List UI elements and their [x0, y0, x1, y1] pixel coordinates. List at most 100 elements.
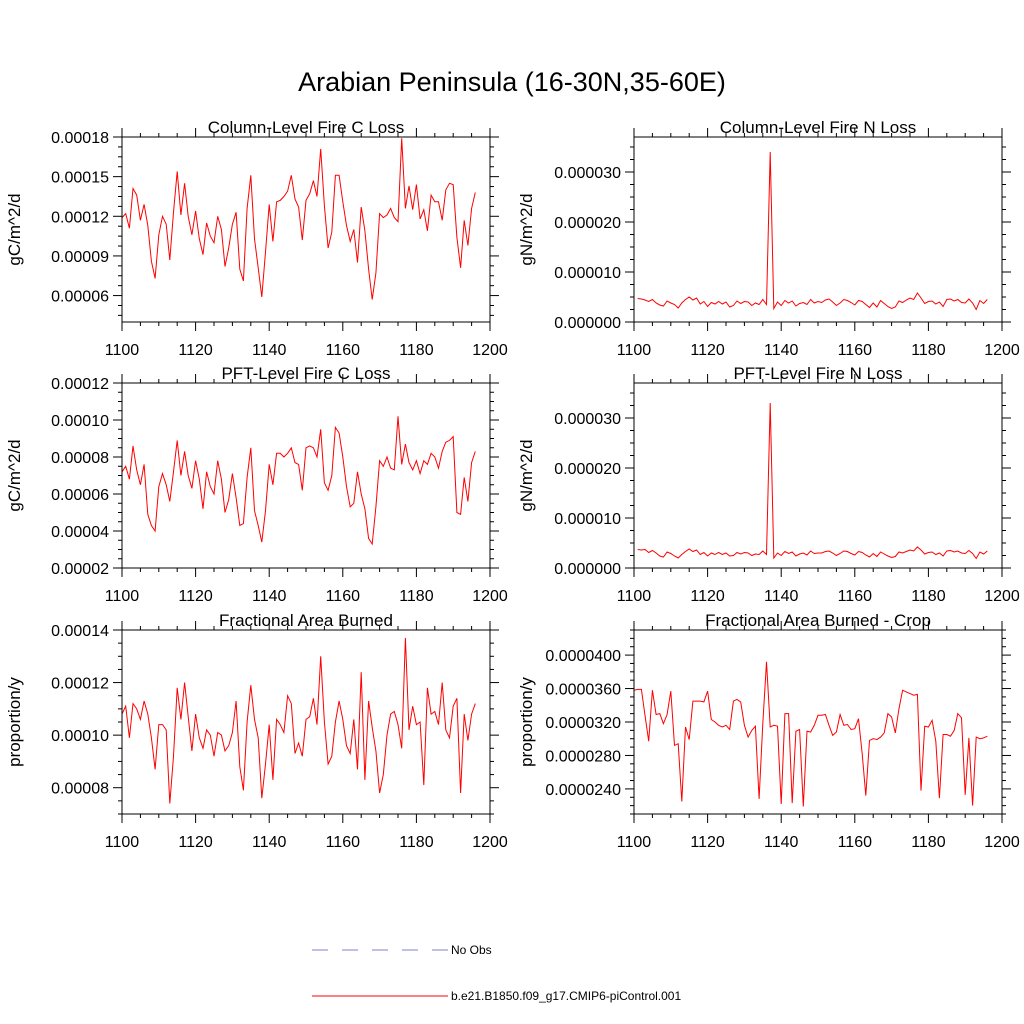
y-tick-label: 0.0000280 [545, 748, 621, 765]
panel-2: Column-Level Fire N Loss gN/m^2/d 1100 1120… [517, 118, 1020, 359]
y-tick-label: 0.00014 [51, 623, 109, 640]
y-tick-label: 0.0000400 [545, 648, 621, 665]
y-axis-label: gN/m^2/d [517, 193, 536, 265]
panel-4: PFT-Level Fire N Loss gN/m^2/d 1100 1120 114… [517, 364, 1020, 605]
panel-title: Column-Level Fire C Loss [208, 118, 405, 137]
x-tick-label: 1140 [252, 834, 287, 851]
x-tick-label: 1140 [252, 588, 287, 605]
x-tick-label: 1160 [838, 834, 873, 851]
y-tick-label: 0.000030 [554, 411, 621, 428]
y-axis-label: gC/m^2/d [5, 439, 24, 511]
panel-title: PFT-Level Fire N Loss [733, 364, 902, 383]
x-tick-label: 1200 [472, 342, 508, 359]
y-tick-label: 0.0000360 [545, 682, 621, 699]
y-axis-label: proportion/y [517, 677, 536, 767]
y-tick-label: 0.000010 [554, 511, 621, 528]
series-line [634, 661, 988, 807]
y-tick-label: 0.00012 [51, 676, 109, 693]
x-tick-label: 1180 [399, 342, 434, 359]
x-tick-label: 1120 [178, 834, 213, 851]
series-line [122, 138, 476, 300]
x-tick-label: 1100 [617, 834, 652, 851]
y-tick-label: 0.00012 [51, 376, 109, 393]
y-tick-label: 0.00015 [51, 170, 109, 187]
legend-label-model: b.e21.B1850.f09_g17.CMIP6-piControl.001 [451, 989, 681, 1003]
figure-title: Arabian Peninsula (16-30N,35-60E) [298, 67, 726, 97]
legend-label-no-obs: No Obs [451, 943, 492, 957]
panels: Column-Level Fire C Loss gC/m^2/d 1100 1120… [5, 118, 1020, 851]
x-tick-label: 1200 [984, 342, 1020, 359]
panel-5: Fractional Area Burned proportion/y 1100 11… [5, 611, 508, 851]
y-axis-label: proportion/y [5, 677, 24, 767]
y-tick-label: 0.00006 [51, 289, 109, 306]
y-tick-label: 0.000000 [554, 561, 621, 578]
x-tick-label: 1180 [911, 834, 946, 851]
x-tick-label: 1100 [105, 342, 140, 359]
x-tick-label: 1120 [178, 588, 213, 605]
y-tick-label: 0.00008 [51, 781, 109, 798]
x-tick-label: 1140 [764, 834, 799, 851]
y-tick-label: 0.000030 [554, 165, 621, 182]
legend: No Obs b.e21.B1850.f09_g17.CMIP6-piContr… [312, 943, 681, 1003]
x-tick-label: 1160 [326, 342, 361, 359]
y-tick-label: 0.000020 [554, 461, 621, 478]
y-tick-label: 0.000010 [554, 265, 621, 282]
x-tick-label: 1140 [764, 342, 799, 359]
x-tick-label: 1140 [764, 588, 799, 605]
plot-frame [121, 382, 491, 569]
x-tick-label: 1160 [838, 342, 873, 359]
panel-title: Fractional Area Burned - Crop [705, 611, 931, 630]
x-tick-label: 1120 [690, 588, 725, 605]
y-tick-label: 0.00004 [51, 524, 109, 541]
x-tick-label: 1200 [984, 834, 1020, 851]
panel-title: Column-Level Fire N Loss [720, 118, 917, 137]
x-tick-label: 1100 [105, 834, 140, 851]
x-tick-label: 1180 [399, 588, 434, 605]
y-tick-label: 0.00006 [51, 487, 109, 504]
y-tick-label: 0.00009 [51, 249, 109, 266]
plot-frame [121, 136, 491, 323]
x-tick-label: 1160 [326, 588, 361, 605]
x-tick-label: 1200 [984, 588, 1020, 605]
y-tick-label: 0.00008 [51, 450, 109, 467]
y-axis-label: gC/m^2/d [5, 193, 24, 265]
series-line [122, 637, 476, 804]
x-tick-label: 1180 [911, 588, 946, 605]
plot-frame [633, 629, 1003, 815]
panel-3: PFT-Level Fire C Loss gC/m^2/d 1100 1120 114… [5, 364, 508, 605]
y-tick-label: 0.00012 [51, 209, 109, 226]
y-tick-label: 0.00018 [51, 130, 109, 147]
y-tick-label: 0.0000240 [545, 782, 621, 799]
x-tick-label: 1160 [838, 588, 873, 605]
x-tick-label: 1100 [617, 588, 652, 605]
y-tick-label: 0.00010 [51, 413, 109, 430]
panel-1: Column-Level Fire C Loss gC/m^2/d 1100 1120… [5, 118, 508, 359]
x-tick-label: 1160 [326, 834, 361, 851]
x-tick-label: 1120 [178, 342, 213, 359]
x-tick-label: 1200 [472, 588, 508, 605]
x-tick-label: 1120 [690, 342, 725, 359]
plot-frame [121, 629, 491, 815]
panel-title: PFT-Level Fire C Loss [221, 364, 390, 383]
y-tick-label: 0.00002 [51, 561, 109, 578]
y-axis-label: gN/m^2/d [517, 439, 536, 511]
x-tick-label: 1100 [105, 588, 140, 605]
plot-frame [633, 382, 1003, 569]
x-tick-label: 1200 [472, 834, 508, 851]
series-line [637, 402, 988, 560]
y-tick-label: 0.000000 [554, 315, 621, 332]
x-tick-label: 1180 [911, 342, 946, 359]
x-tick-label: 1100 [617, 342, 652, 359]
panel-6: Fractional Area Burned - Crop proportion/… [517, 611, 1020, 851]
x-tick-label: 1140 [252, 342, 287, 359]
y-tick-label: 0.00010 [51, 728, 109, 745]
panel-title: Fractional Area Burned [219, 611, 393, 630]
series-line [637, 151, 988, 311]
y-tick-label: 0.0000320 [545, 715, 621, 732]
x-tick-label: 1180 [399, 834, 434, 851]
x-tick-label: 1120 [690, 834, 725, 851]
y-tick-label: 0.000020 [554, 215, 621, 232]
plot-frame [633, 136, 1003, 323]
series-line [122, 416, 476, 546]
